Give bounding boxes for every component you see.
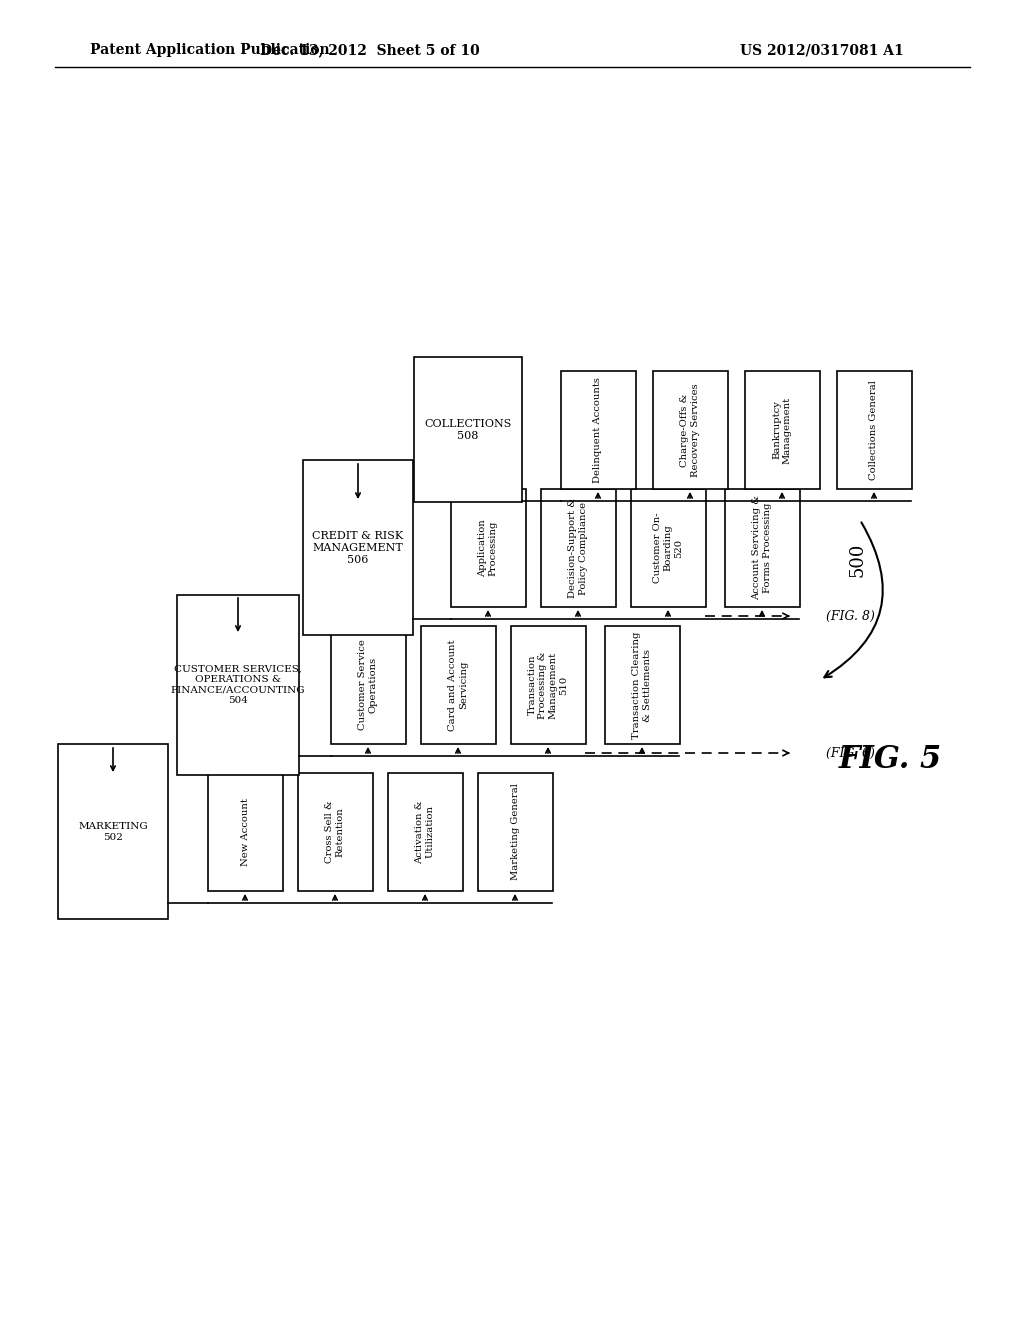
Text: CUSTOMER SERVICES,
OPERATIONS &
FINANCE/ACCOUNTING
504: CUSTOMER SERVICES, OPERATIONS & FINANCE/… xyxy=(171,665,305,705)
Bar xyxy=(331,626,406,744)
Bar xyxy=(725,488,800,607)
Text: Customer Service
Operations: Customer Service Operations xyxy=(358,640,378,730)
Text: Transaction Clearing
& Settlements: Transaction Clearing & Settlements xyxy=(632,631,651,739)
Bar xyxy=(605,626,680,744)
Text: Bankruptcy
Management: Bankruptcy Management xyxy=(772,396,792,463)
Text: (FIG. 8): (FIG. 8) xyxy=(825,610,874,623)
Text: Account Servicing &
Forms Processing: Account Servicing & Forms Processing xyxy=(753,495,772,601)
Bar xyxy=(298,774,373,891)
Text: Transaction
Processing &
Management
510: Transaction Processing & Management 510 xyxy=(528,651,568,718)
Text: Dec. 13, 2012  Sheet 5 of 10: Dec. 13, 2012 Sheet 5 of 10 xyxy=(260,44,480,57)
Bar xyxy=(414,356,522,502)
Bar xyxy=(421,626,496,744)
Bar xyxy=(177,595,299,775)
Text: US 2012/0317081 A1: US 2012/0317081 A1 xyxy=(740,44,904,57)
Text: New Account: New Account xyxy=(241,799,250,866)
Text: Activation &
Utilization: Activation & Utilization xyxy=(416,800,435,863)
Text: Decision-Support &
Policy Compliance: Decision-Support & Policy Compliance xyxy=(568,498,588,598)
Text: Card and Account
Servicing: Card and Account Servicing xyxy=(449,639,468,731)
Bar xyxy=(208,774,283,891)
Text: Patent Application Publication: Patent Application Publication xyxy=(90,44,330,57)
Bar xyxy=(478,774,553,891)
Bar xyxy=(631,488,706,607)
Bar xyxy=(511,626,586,744)
Bar xyxy=(451,488,526,607)
Text: MARKETING
502: MARKETING 502 xyxy=(78,822,147,842)
Text: Customer On-
Boarding
520: Customer On- Boarding 520 xyxy=(653,512,683,583)
Bar xyxy=(388,774,463,891)
Text: Marketing General: Marketing General xyxy=(511,784,519,880)
Text: Application
Processing: Application Processing xyxy=(478,519,498,577)
Text: COLLECTIONS
508: COLLECTIONS 508 xyxy=(424,420,512,441)
Bar xyxy=(303,459,413,635)
Bar xyxy=(745,371,820,488)
Bar xyxy=(58,744,168,919)
Bar xyxy=(541,488,616,607)
Text: Delinquent Accounts: Delinquent Accounts xyxy=(594,378,602,483)
Text: 500: 500 xyxy=(849,543,867,577)
Bar xyxy=(837,371,912,488)
Bar xyxy=(561,371,636,488)
Text: Charge-Offs &
Recovery Services: Charge-Offs & Recovery Services xyxy=(680,383,699,477)
Text: FIG. 5: FIG. 5 xyxy=(839,744,942,776)
Text: CREDIT & RISK
MANAGEMENT
506: CREDIT & RISK MANAGEMENT 506 xyxy=(312,532,403,565)
Text: Collections General: Collections General xyxy=(869,380,879,480)
Text: (FIG. 6): (FIG. 6) xyxy=(825,747,874,759)
Text: Cross Sell &
Retention: Cross Sell & Retention xyxy=(326,801,345,863)
Bar xyxy=(653,371,728,488)
